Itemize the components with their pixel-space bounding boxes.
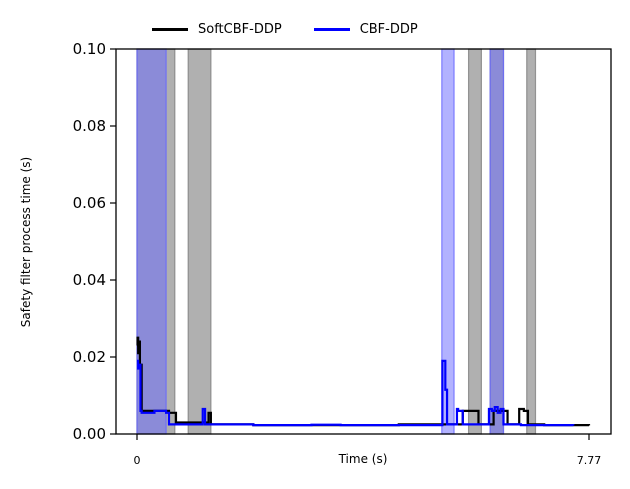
shaded-interval-softcbf-2 [467, 48, 482, 435]
plot-area-frame [115, 48, 612, 435]
legend-item-softcbf: SoftCBF-DDP [152, 22, 282, 37]
y-tick-label-0: 0.00 [73, 425, 106, 443]
y-tick-label-1: 0.02 [73, 348, 106, 366]
series-line-cbf-ddp [137, 359, 575, 427]
y-axis: 0.00 0.02 0.04 0.06 0.08 0.10 [73, 40, 116, 443]
legend-label-cbf: CBF-DDP [359, 22, 418, 37]
shaded-intervals [136, 48, 537, 435]
y-tick-label-2: 0.04 [73, 271, 106, 289]
y-tick-label-3: 0.06 [73, 194, 106, 212]
legend-item-cbf: CBF-DDP [313, 22, 418, 37]
shaded-interval-cbf-1 [441, 48, 455, 435]
y-axis-label: Safety filter process time (s) [19, 157, 33, 327]
legend: SoftCBF-DDP CBF-DDP [152, 22, 418, 37]
shaded-interval-softcbf-1 [187, 48, 212, 435]
legend-swatch-cbf [313, 28, 350, 31]
y-tick-label-5: 0.10 [73, 40, 106, 58]
x-axis: 0 7.77 [134, 434, 602, 467]
legend-label-softcbf: SoftCBF-DDP [198, 22, 282, 37]
x-tick-label-1: 7.77 [577, 454, 602, 467]
shaded-interval-softcbf-4 [526, 48, 537, 435]
series-lines [136, 336, 591, 427]
legend-swatch-softcbf [152, 28, 188, 31]
y-tick-label-4: 0.08 [73, 117, 106, 135]
x-tick-label-0: 0 [134, 454, 141, 467]
x-axis-label: Time (s) [338, 452, 388, 466]
shaded-interval-cbf-2 [489, 48, 505, 435]
